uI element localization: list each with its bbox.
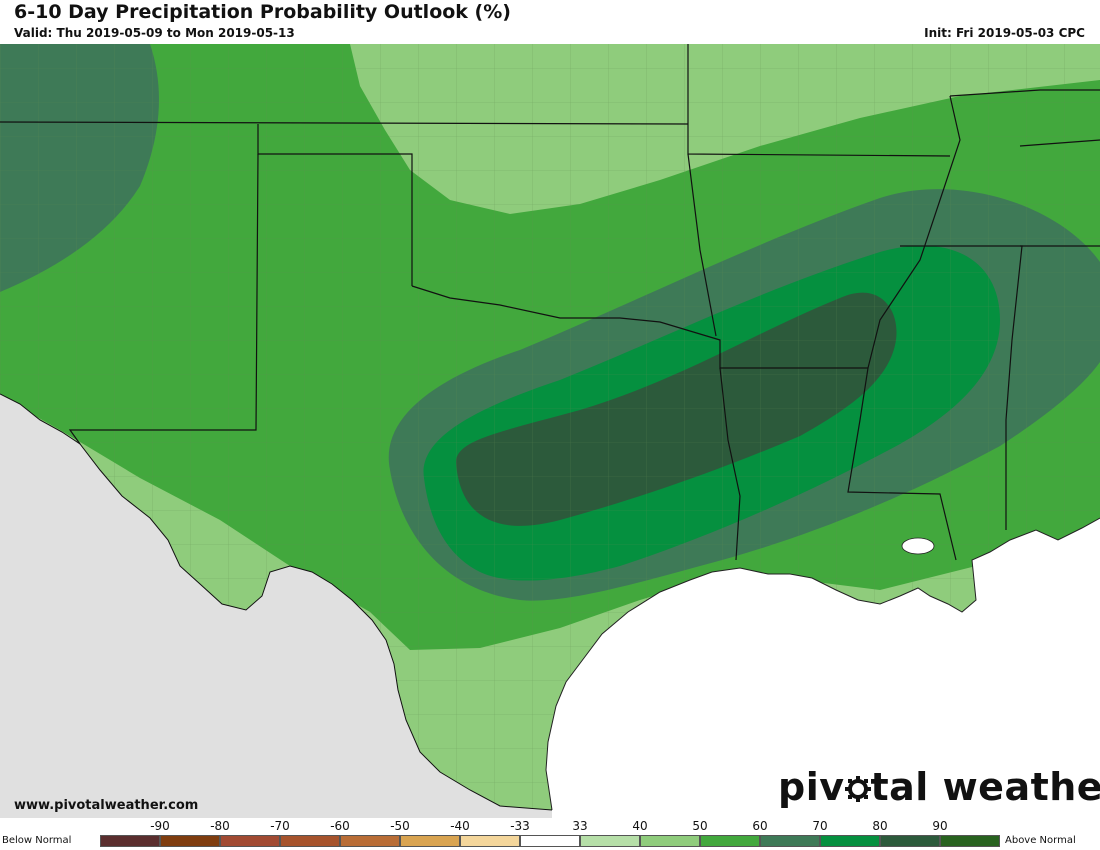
rio-grande-border <box>0 393 553 811</box>
legend-above-label: Above Normal <box>1005 835 1076 846</box>
init-time: Init: Fri 2019-05-03 CPC <box>924 26 1085 40</box>
legend-tick-label: -90 <box>150 819 170 833</box>
logo-text-end: tal weather <box>870 765 1100 809</box>
legend-tick-label: -80 <box>210 819 230 833</box>
map-title: 6-10 Day Precipitation Probability Outlo… <box>14 1 511 23</box>
gulf-of-mexico <box>546 518 1100 818</box>
legend-tick-label: 33 <box>572 819 588 833</box>
legend-tick-label: 90 <box>932 819 948 833</box>
legend-swatch <box>160 835 220 847</box>
legend-swatch <box>880 835 940 847</box>
legend-tick-label: 40 <box>632 819 648 833</box>
legend-tick-label: -33 <box>510 819 530 833</box>
website-url[interactable]: www.pivotalweather.com <box>14 798 199 813</box>
map-header: 6-10 Day Precipitation Probability Outlo… <box>0 0 1100 44</box>
legend-tick-label: 60 <box>752 819 768 833</box>
legend-swatch <box>340 835 400 847</box>
state-borders <box>0 44 1100 561</box>
legend-swatch <box>460 835 520 847</box>
legend-tick-label: 70 <box>812 819 828 833</box>
legend-swatch <box>820 835 880 847</box>
legend-swatch <box>640 835 700 847</box>
legend-swatch <box>400 835 460 847</box>
color-legend: Below Normal Above Normal -90 -80 -70 -60 -5… <box>0 818 1100 850</box>
legend-swatch <box>280 835 340 847</box>
legend-swatch <box>520 835 580 847</box>
legend-tick-label: -60 <box>330 819 350 833</box>
precipitation-map[interactable] <box>0 44 1100 818</box>
logo-text-start: piv <box>778 765 845 809</box>
legend-swatch <box>760 835 820 847</box>
legend-tick-label: 50 <box>692 819 708 833</box>
lake-pontchartrain <box>901 537 935 555</box>
coastline <box>545 517 1100 811</box>
legend-tick-label: -70 <box>270 819 290 833</box>
legend-swatch <box>100 835 160 847</box>
legend-swatch <box>700 835 760 847</box>
legend-tick-label: -40 <box>450 819 470 833</box>
legend-below-label: Below Normal <box>2 835 72 846</box>
legend-swatch <box>940 835 1000 847</box>
legend-swatch <box>220 835 280 847</box>
gear-icon <box>844 765 871 809</box>
legend-tick-label: 80 <box>872 819 888 833</box>
legend-tick-label: -50 <box>390 819 410 833</box>
valid-period: Valid: Thu 2019-05-09 to Mon 2019-05-13 <box>14 26 295 40</box>
legend-swatch <box>580 835 640 847</box>
map-canvas <box>0 44 1100 818</box>
pivotal-weather-logo: piv tal weather <box>778 765 1100 809</box>
